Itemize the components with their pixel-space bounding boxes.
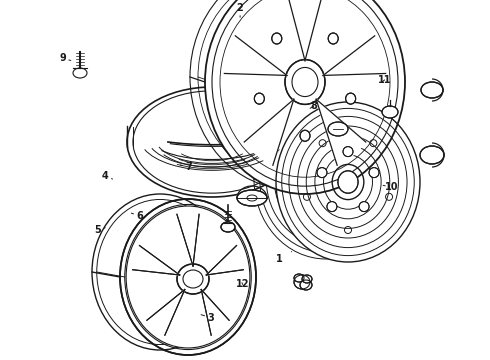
Ellipse shape	[177, 264, 209, 294]
Text: 3: 3	[201, 312, 214, 323]
Text: 5: 5	[95, 225, 105, 235]
Ellipse shape	[328, 122, 348, 136]
Text: 9: 9	[59, 53, 71, 63]
Ellipse shape	[254, 93, 264, 104]
Text: 10: 10	[383, 182, 399, 192]
Ellipse shape	[338, 171, 358, 193]
Polygon shape	[147, 289, 185, 335]
Text: 12: 12	[236, 279, 249, 289]
Ellipse shape	[285, 60, 325, 104]
Ellipse shape	[205, 0, 405, 194]
Ellipse shape	[345, 93, 356, 104]
Text: 4: 4	[102, 171, 113, 181]
Ellipse shape	[328, 33, 338, 44]
Ellipse shape	[300, 130, 310, 141]
Polygon shape	[244, 99, 294, 165]
Text: 11: 11	[378, 75, 392, 85]
Polygon shape	[323, 36, 386, 76]
Polygon shape	[201, 289, 229, 335]
Ellipse shape	[382, 106, 398, 118]
Ellipse shape	[272, 33, 282, 44]
Polygon shape	[287, 0, 323, 61]
Text: 7: 7	[180, 162, 192, 172]
Polygon shape	[224, 36, 287, 76]
Ellipse shape	[359, 202, 369, 212]
Polygon shape	[316, 99, 366, 165]
Polygon shape	[206, 246, 244, 275]
Ellipse shape	[237, 190, 267, 206]
Ellipse shape	[294, 274, 304, 282]
Ellipse shape	[343, 147, 353, 157]
Ellipse shape	[302, 275, 312, 283]
Ellipse shape	[420, 146, 444, 164]
Ellipse shape	[294, 275, 310, 289]
Ellipse shape	[369, 168, 379, 177]
Ellipse shape	[221, 222, 235, 232]
Ellipse shape	[300, 280, 312, 290]
Ellipse shape	[421, 82, 443, 98]
Polygon shape	[133, 246, 180, 275]
Ellipse shape	[317, 168, 327, 177]
Text: 8: 8	[310, 101, 317, 111]
Ellipse shape	[126, 206, 250, 348]
Ellipse shape	[327, 202, 337, 212]
Polygon shape	[177, 213, 199, 266]
Text: 6: 6	[131, 211, 143, 221]
Text: 2: 2	[237, 3, 244, 17]
Text: 1: 1	[276, 252, 292, 264]
Ellipse shape	[276, 102, 420, 262]
